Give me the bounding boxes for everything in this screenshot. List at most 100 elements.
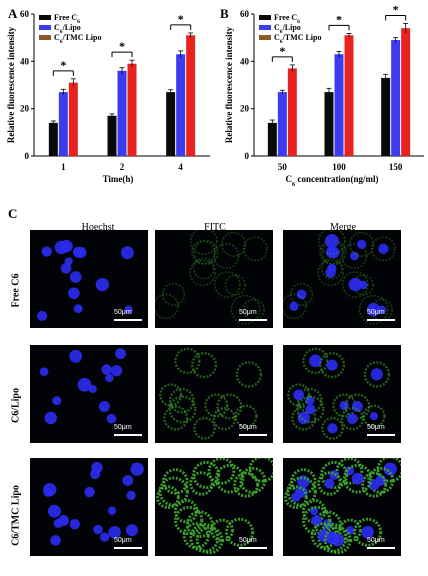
y-axis-label: Relative fluorescence intensity: [6, 26, 16, 143]
cell-nucleus: [52, 396, 62, 406]
cell-membrane: [174, 347, 201, 374]
scale-bar: [367, 319, 395, 321]
scale-bar: [239, 434, 267, 436]
cell-membrane: [283, 293, 307, 320]
micrograph-free-merge: 50μm: [283, 230, 401, 328]
column-header-hoechst: Hoechst: [81, 222, 115, 233]
bar: [176, 54, 186, 156]
scale-bar: [367, 434, 395, 436]
micrograph-grid: Hoechst FITC Merge Free C6 C6/Lipo C6/TM…: [0, 200, 428, 556]
bar: [186, 35, 196, 156]
cell-nucleus: [50, 535, 61, 546]
cell-membrane: [323, 526, 352, 555]
bar: [68, 82, 78, 156]
cell-membrane: [213, 242, 240, 270]
cell-membrane: [289, 282, 314, 307]
x-tick-label: 1: [61, 162, 66, 172]
legend-swatch: [259, 25, 271, 30]
cell-membrane: [210, 518, 234, 543]
bar: [334, 54, 344, 156]
row-label-tmc: C6/TMC Lipo: [10, 485, 22, 546]
cell-membrane: [352, 274, 374, 296]
micrograph-tmc-fitc: 50μm: [155, 458, 273, 556]
x-tick-label: 150: [389, 162, 403, 172]
x-tick-label: 2: [120, 162, 125, 172]
cell-nucleus: [351, 472, 364, 485]
x-tick-label: 50: [278, 162, 288, 172]
cell-nucleus: [47, 504, 61, 518]
micrograph-lipo-merge: 50μm: [283, 345, 401, 443]
cell-nucleus: [60, 262, 72, 274]
x-tick-label: 100: [332, 162, 346, 172]
cell-membrane: [242, 298, 265, 321]
cell-membrane: [242, 236, 268, 262]
cell-nucleus: [105, 373, 114, 383]
micrograph-cells: [284, 458, 401, 555]
scale-bar: [114, 434, 142, 436]
column-header-fitc: FITC: [204, 222, 226, 233]
cell-nucleus: [348, 277, 363, 292]
cell-nucleus: [77, 377, 92, 392]
cell-nucleus: [106, 413, 117, 424]
cell-nucleus: [130, 462, 144, 476]
cell-membrane: [302, 347, 329, 374]
cell-nucleus: [328, 246, 340, 259]
bar: [324, 92, 334, 156]
chart-a: 0 20 40 60 Relative fluorescence intensity 1 2…: [6, 9, 210, 184]
cell-membrane: [204, 393, 229, 418]
column-header-merge: Merge: [330, 222, 356, 233]
cell-nucleus: [347, 413, 358, 425]
scale-bar-label: 50μm: [239, 537, 257, 544]
cell-membrane: [335, 458, 364, 485]
cell-membrane: [224, 274, 246, 296]
sig-star: *: [178, 12, 184, 26]
cell-membrane: [191, 240, 216, 265]
x-axis-label: Time(h): [103, 174, 134, 184]
cell-nucleus: [327, 423, 338, 434]
cell-nucleus: [39, 367, 49, 376]
cell-membrane: [291, 405, 317, 431]
cell-nucleus: [115, 348, 126, 360]
cell-nucleus: [126, 490, 136, 501]
cell-nucleus: [41, 246, 52, 257]
cell-membrane: [317, 471, 342, 496]
scale-bar-label: 50μm: [367, 309, 385, 316]
cell-membrane: [156, 485, 180, 510]
cell-membrane: [193, 239, 219, 266]
cell-membrane: [376, 458, 401, 483]
cell-nucleus: [366, 303, 381, 317]
micrograph-cells: [43, 461, 144, 546]
cell-nucleus: [351, 400, 363, 412]
micrograph-lipo-fitc: 50μm: [155, 345, 273, 443]
y-tick-label: 0: [25, 151, 30, 161]
y-tick-label: 60: [20, 9, 30, 19]
micrograph-cells: [155, 230, 268, 325]
sig-star: *: [60, 58, 66, 72]
cell-membrane: [349, 231, 375, 258]
scale-bar-label: 50μm: [114, 424, 132, 431]
legend-label: C6/TMC Lipo: [274, 33, 321, 45]
cell-nucleus: [369, 412, 378, 421]
cell-nucleus: [120, 246, 134, 260]
cell-nucleus: [108, 525, 121, 539]
cell-nucleus: [124, 305, 133, 314]
scale-bar: [239, 319, 267, 321]
cell-nucleus: [305, 396, 315, 406]
cell-membrane: [302, 505, 332, 536]
bar: [127, 63, 137, 157]
cell-membrane: [284, 485, 308, 510]
y-tick-label: 0: [245, 151, 250, 161]
cell-nucleus: [368, 479, 380, 491]
legend-swatch: [39, 15, 51, 20]
cell-nucleus: [289, 301, 299, 311]
cell-membrane: [155, 293, 179, 320]
cell-nucleus: [350, 251, 359, 261]
micrograph-cells: [283, 230, 396, 325]
cell-nucleus: [98, 400, 110, 412]
bar: [267, 122, 277, 156]
cell-membrane: [317, 259, 344, 287]
bar: [107, 115, 117, 156]
cell-membrane: [338, 518, 362, 543]
cell-nucleus: [37, 310, 48, 321]
cell-nucleus: [344, 466, 354, 476]
